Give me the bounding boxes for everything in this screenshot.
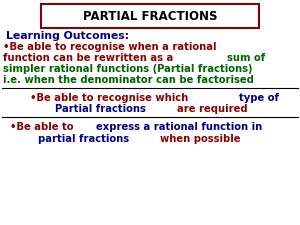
Text: sum of: sum of	[227, 53, 266, 63]
Text: i.e. when the denominator can be factorised: i.e. when the denominator can be factori…	[3, 75, 254, 85]
Text: simpler rational functions (Partial fractions): simpler rational functions (Partial frac…	[3, 64, 253, 74]
Text: partial fractions: partial fractions	[38, 134, 133, 144]
Text: •Be able to recognise which: •Be able to recognise which	[30, 93, 192, 103]
Text: when possible: when possible	[160, 134, 241, 144]
Text: are required: are required	[177, 104, 248, 114]
Text: function can be rewritten as a: function can be rewritten as a	[3, 53, 177, 63]
Text: PARTIAL FRACTIONS: PARTIAL FRACTIONS	[83, 11, 217, 23]
Text: Partial fractions: Partial fractions	[55, 104, 149, 114]
Text: •Be able to: •Be able to	[10, 122, 77, 132]
Text: Learning Outcomes:: Learning Outcomes:	[6, 31, 129, 41]
Text: •Be able to recognise when a rational: •Be able to recognise when a rational	[3, 42, 217, 52]
Text: type of: type of	[239, 93, 279, 103]
Text: express a rational function in: express a rational function in	[97, 122, 263, 132]
FancyBboxPatch shape	[41, 4, 259, 28]
